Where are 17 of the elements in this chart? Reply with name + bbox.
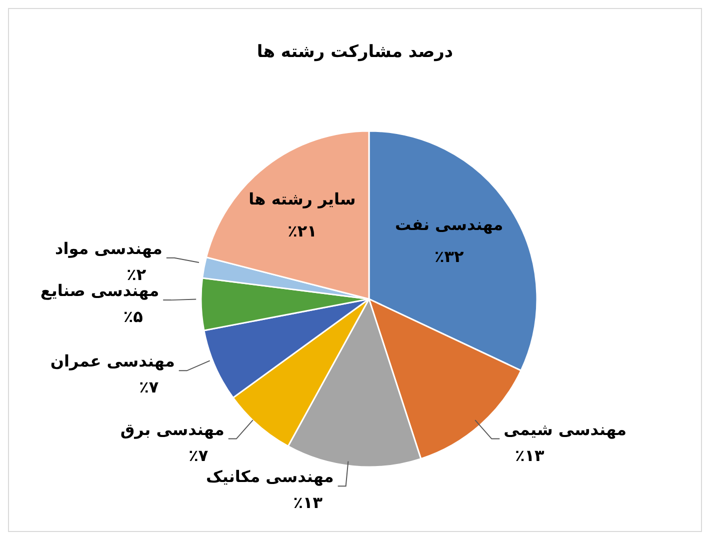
chart-title: درصد مشارکت رشته ها <box>256 42 454 62</box>
data-label: ٪۷ <box>188 446 208 465</box>
data-label: ٪۷ <box>139 378 159 397</box>
slice-label: مهندسی نفت <box>395 214 504 234</box>
data-label: ٪۲ <box>126 264 146 284</box>
slice-label: سایر رشته ها <box>248 189 356 208</box>
slice-label: مهندسی عمران <box>50 352 175 371</box>
data-label: ٪۲۱ <box>288 221 317 240</box>
slice-label: مهندسی مواد <box>55 238 162 258</box>
slice-label: مهندسی برق <box>120 420 224 439</box>
data-label: ٪۵ <box>123 307 144 326</box>
slice-label: مهندسی صنایع <box>40 281 160 300</box>
slice-label: مهندسی شیمی <box>504 420 627 439</box>
data-label: ٪۱۳ <box>293 493 323 512</box>
data-label: ٪۱۳ <box>514 446 545 465</box>
data-label: ٪۳۲ <box>434 246 464 266</box>
slice-label: مهندسی مکانیک <box>206 467 334 486</box>
